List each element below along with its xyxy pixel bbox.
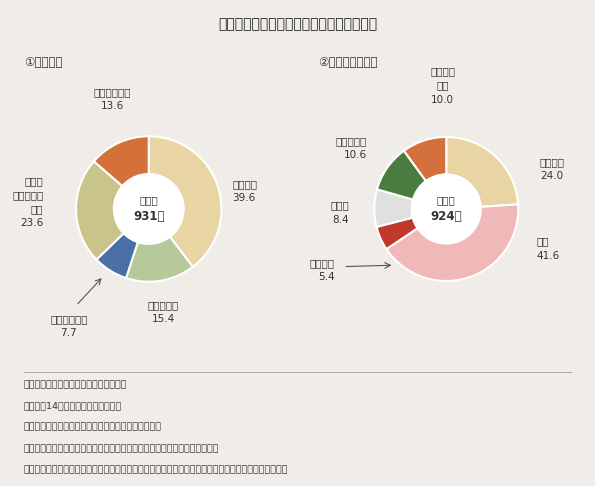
Wedge shape: [446, 137, 518, 207]
Wedge shape: [96, 233, 138, 278]
Wedge shape: [76, 161, 124, 260]
Text: ５　「一方的」とは，保護者が子どもの言い分に耳を貸すことなく一方的に指導することを指す。: ５ 「一方的」とは，保護者が子どもの言い分に耳を貸すことなく一方的に指導すること…: [24, 466, 289, 475]
Text: 家族から疎外
7.7: 家族から疎外 7.7: [50, 314, 87, 338]
Text: 家族と不和
15.4: 家族と不和 15.4: [148, 300, 179, 324]
Text: ４　「言いなり」とは，保護者が子どもの言いなりになることを指す。: ４ 「言いなり」とは，保護者が子どもの言いなりになることを指す。: [24, 444, 220, 453]
Text: 放任
41.6: 放任 41.6: [536, 237, 559, 260]
Wedge shape: [94, 136, 149, 186]
Text: 924人: 924人: [430, 209, 462, 223]
Text: 一貫性なし
10.6: 一貫性なし 10.6: [336, 136, 367, 160]
Wedge shape: [126, 237, 193, 282]
Wedge shape: [149, 136, 221, 267]
Text: その他の問題
13.6: その他の問題 13.6: [93, 87, 131, 111]
Text: ②保護者の指導力: ②保護者の指導力: [318, 55, 378, 69]
Circle shape: [412, 174, 481, 243]
Text: 総　数: 総 数: [139, 195, 158, 205]
Text: 問題なし
24.0: 問題なし 24.0: [540, 157, 565, 181]
Text: 家族と
情緒的交流
なし
23.6: 家族と 情緒的交流 なし 23.6: [12, 176, 43, 228]
Text: 言いなり
5.4: 言いなり 5.4: [309, 258, 334, 282]
Text: ①家族関係: ①家族関係: [24, 55, 62, 69]
Wedge shape: [386, 205, 518, 281]
Wedge shape: [404, 137, 446, 181]
Text: 注　１　法務総合研究所の調査による。: 注 １ 法務総合研究所の調査による。: [24, 380, 127, 389]
Text: その他の
問題
10.0: その他の 問題 10.0: [430, 67, 455, 104]
Text: 〔第１２図〕　家族関係と保護者の指導力: 〔第１２図〕 家族関係と保護者の指導力: [218, 17, 377, 31]
Circle shape: [114, 174, 184, 244]
Wedge shape: [377, 151, 426, 200]
Text: ２　14年対象者の結果である。: ２ 14年対象者の結果である。: [24, 401, 122, 411]
Wedge shape: [374, 190, 413, 227]
Text: ３　不詳及び家族がいないなどの非該当を除く。: ３ 不詳及び家族がいないなどの非該当を除く。: [24, 423, 162, 432]
Text: 931人: 931人: [133, 210, 164, 223]
Text: 総　数: 総 数: [437, 195, 456, 206]
Text: 問題なし
39.6: 問題なし 39.6: [233, 179, 258, 203]
Wedge shape: [377, 218, 418, 249]
Text: 一方的
8.4: 一方的 8.4: [330, 201, 349, 225]
